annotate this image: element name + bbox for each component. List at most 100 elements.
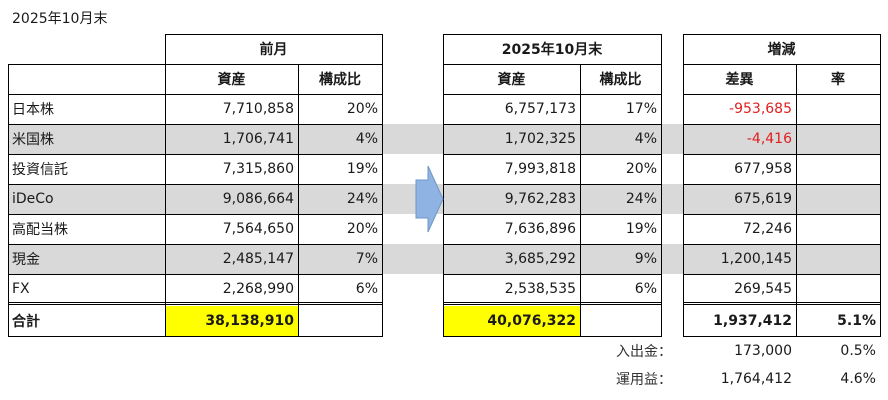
summary-rate-deposit: 0.5% xyxy=(840,343,876,359)
summary-label-deposit: 入出金： xyxy=(616,344,672,360)
grid-line xyxy=(443,244,662,245)
row-shade xyxy=(683,244,880,274)
header-rate: 率 xyxy=(831,72,845,88)
grid-line xyxy=(443,154,662,155)
grid-line xyxy=(683,94,881,95)
grid-line xyxy=(683,34,684,337)
row-shade xyxy=(8,184,443,214)
diff-cell: -953,685 xyxy=(729,101,792,117)
prev-ratio-cell: 19% xyxy=(346,161,378,177)
grid-line xyxy=(8,214,383,215)
rate-cell xyxy=(796,94,880,124)
summary-rate-gain: 4.6% xyxy=(840,371,876,387)
curr-ratio-cell: 17% xyxy=(625,101,657,117)
row-label: FX xyxy=(12,281,30,297)
total-highlight xyxy=(443,306,580,336)
header-prev-ratio: 構成比 xyxy=(319,72,361,88)
grid-line xyxy=(8,184,383,185)
diff-cell: -4,416 xyxy=(746,131,792,147)
total-rate: 5.1% xyxy=(837,313,876,329)
total-highlight xyxy=(165,306,298,336)
right-arrow-icon xyxy=(415,165,444,233)
prev-ratio-cell: 24% xyxy=(346,191,378,207)
diff-cell: 1,200,145 xyxy=(720,251,792,267)
prev-asset-cell: 9,086,664 xyxy=(222,191,294,207)
grid-line xyxy=(8,124,383,125)
header-curr-asset: 資産 xyxy=(497,72,526,88)
row-label: 米国株 xyxy=(12,132,54,148)
row-shade xyxy=(683,124,880,154)
page-title: 2025年10月末 xyxy=(12,11,108,27)
rate-cell xyxy=(796,154,880,184)
header-prev-asset: 資産 xyxy=(217,72,246,88)
summary-value-deposit: 173,000 xyxy=(734,343,792,359)
curr-ratio-cell: 19% xyxy=(625,221,657,237)
grid-line xyxy=(443,124,662,125)
row-label: 現金 xyxy=(12,252,40,268)
prev-ratio-cell: 20% xyxy=(346,221,378,237)
rate-cell xyxy=(796,214,880,244)
row-label: 投資信託 xyxy=(12,162,68,178)
double-rule xyxy=(8,302,383,305)
summary-value-gain: 1,764,412 xyxy=(720,371,792,387)
curr-asset-cell: 1,702,325 xyxy=(504,131,576,147)
grid-line xyxy=(8,244,383,245)
double-rule xyxy=(443,302,662,305)
prev-asset-cell: 2,268,990 xyxy=(222,281,294,297)
curr-ratio-cell: 9% xyxy=(634,251,657,267)
curr-ratio-cell: 24% xyxy=(625,191,657,207)
curr-ratio-cell: 4% xyxy=(634,131,657,147)
total-curr-asset: 40,076,322 xyxy=(487,313,576,329)
row-shade xyxy=(443,184,683,214)
prev-ratio-cell: 6% xyxy=(355,281,378,297)
row-shade xyxy=(443,124,683,154)
total-prev-asset: 38,138,910 xyxy=(205,313,294,329)
grid-line xyxy=(443,274,662,275)
prev-ratio-cell: 7% xyxy=(355,251,378,267)
grid-line xyxy=(443,94,662,95)
row-label: iDeCo xyxy=(12,191,54,207)
prev-asset-cell: 7,564,650 xyxy=(222,221,294,237)
grid-line xyxy=(382,34,383,337)
row-shade xyxy=(683,184,880,214)
grid-line xyxy=(796,64,797,337)
row-label: 日本株 xyxy=(12,102,54,118)
grid-line xyxy=(661,34,662,337)
prev-asset-cell: 2,485,147 xyxy=(222,251,294,267)
curr-asset-cell: 3,685,292 xyxy=(504,251,576,267)
total-label: 合計 xyxy=(12,314,40,330)
row-shade xyxy=(8,124,443,154)
grid-line xyxy=(8,336,383,337)
grid-line xyxy=(443,64,662,65)
grid-line xyxy=(683,34,881,35)
prev-ratio-cell: 20% xyxy=(346,101,378,117)
diff-cell: 72,246 xyxy=(743,221,792,237)
prev-ratio-cell: 4% xyxy=(355,131,378,147)
grid-line xyxy=(683,154,881,155)
header-diff: 差異 xyxy=(725,72,754,88)
grid-line xyxy=(443,34,444,337)
grid-line xyxy=(683,64,881,65)
diff-cell: 269,545 xyxy=(734,281,792,297)
summary-label-gain: 運用益： xyxy=(616,372,672,388)
diff-cell: 677,958 xyxy=(734,161,792,177)
grid-line xyxy=(165,34,383,35)
row-shade xyxy=(8,244,443,274)
rate-cell xyxy=(796,244,880,274)
grid-line xyxy=(683,336,881,337)
grid-line xyxy=(443,214,662,215)
header-prev-month: 前月 xyxy=(259,42,288,58)
grid-line xyxy=(683,274,881,275)
rate-cell xyxy=(796,124,880,154)
grid-line xyxy=(683,214,881,215)
total-diff: 1,937,412 xyxy=(713,313,792,329)
grid-line xyxy=(880,34,881,337)
rate-cell xyxy=(796,274,880,304)
header-change: 増減 xyxy=(767,42,796,58)
rate-cell xyxy=(796,184,880,214)
grid-line xyxy=(443,336,662,337)
curr-asset-cell: 9,762,283 xyxy=(504,191,576,207)
prev-asset-cell: 1,706,741 xyxy=(222,131,294,147)
curr-ratio-cell: 20% xyxy=(625,161,657,177)
grid-line xyxy=(8,154,383,155)
